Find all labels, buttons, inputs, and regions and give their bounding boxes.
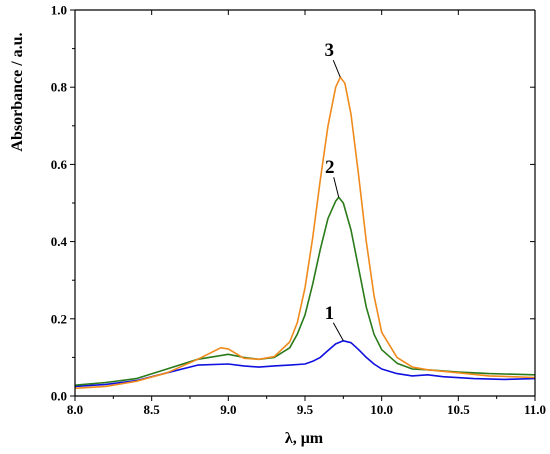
series-1-line (74, 340, 536, 388)
x-tick-label: 10.5 (447, 402, 470, 417)
x-tick-label: 11.0 (524, 402, 546, 417)
curve-label-2: 2 (325, 157, 335, 178)
y-tick-label: 0.4 (51, 234, 68, 249)
y-tick-label: 0.8 (51, 80, 68, 95)
x-axis-title: λ, μm (285, 430, 324, 447)
y-tick-label: 0.0 (51, 389, 67, 404)
curve-label-leader (332, 322, 344, 342)
y-tick-label: 1.0 (51, 3, 67, 18)
curve-label-leader (332, 59, 341, 78)
x-tick-label: 9.0 (220, 402, 236, 417)
curve-label-1: 1 (325, 303, 335, 324)
y-tick-label: 0.6 (51, 157, 68, 172)
y-axis-title: Absorbance / a.u. (9, 32, 26, 151)
series-2-line (74, 196, 536, 386)
curve-label-leader (333, 177, 340, 198)
curve-labels-layer: 1 2 3 (325, 40, 344, 342)
x-tick-label: 9.5 (297, 402, 314, 417)
axes-layer: 8.0 8.5 9.0 9.5 10.0 10.5 11.00.00.20.40.60.81… (51, 3, 546, 418)
curve-label-3: 3 (325, 40, 335, 61)
y-tick-label: 0.2 (51, 311, 67, 326)
series-layer (74, 76, 536, 390)
x-tick-label: 10.0 (370, 402, 393, 417)
series-3-line (74, 76, 536, 390)
x-tick-label: 8.5 (144, 402, 161, 417)
x-tick-label: 8.0 (67, 402, 83, 417)
